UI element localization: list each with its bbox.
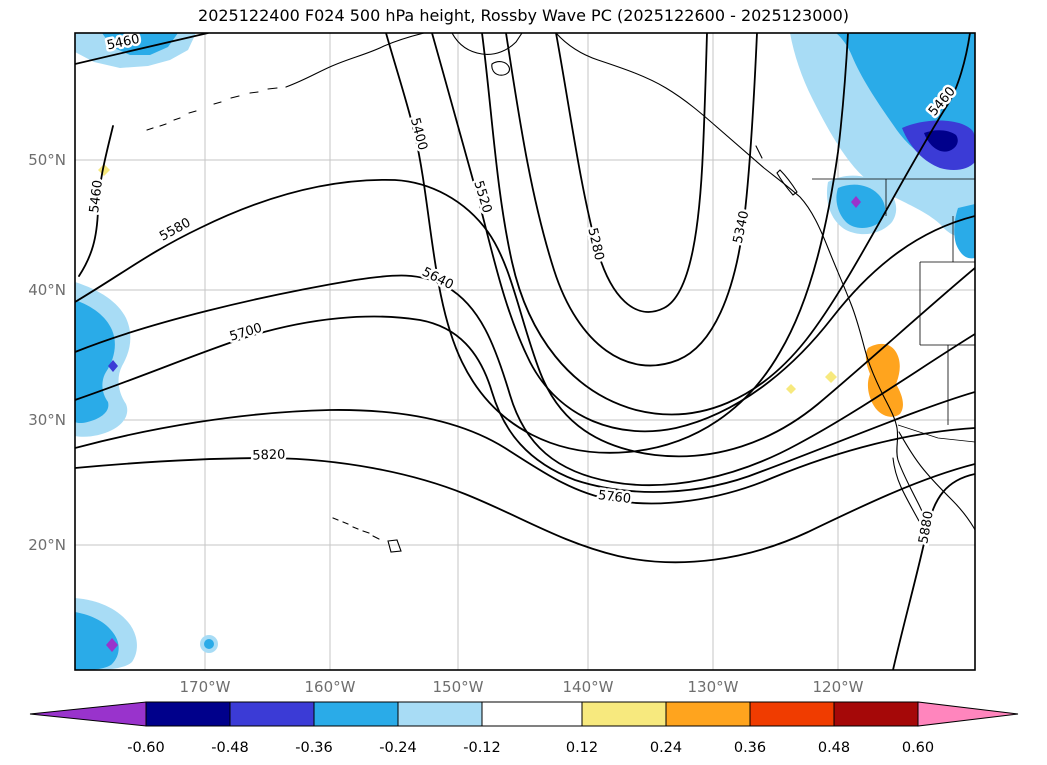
contour-line [75, 178, 975, 458]
colorbar-arrow-right [917, 701, 1019, 727]
lat-tick: 30°N [28, 411, 66, 429]
colorbar-segment [145, 701, 231, 727]
shade-region [98, 164, 110, 176]
contour-label: 5760 [597, 488, 632, 507]
lon-tick: 130°W [688, 678, 739, 696]
colorbar-tick-label: -0.60 [127, 740, 165, 756]
colorbar-tick-label: -0.12 [463, 740, 501, 756]
contour-label: 5880 [916, 510, 937, 545]
contour-line [555, 33, 708, 313]
colorbar-segment [481, 701, 583, 727]
shade-region [108, 360, 118, 372]
aleutian-islands [146, 87, 278, 131]
contour-label: 5340 [731, 210, 753, 245]
hawaiian-islands [332, 517, 402, 553]
lon-tick: 170°W [180, 678, 231, 696]
colorbar-tick-label: 0.60 [902, 740, 934, 756]
contour-line [505, 33, 758, 367]
lat-tick: 50°N [28, 151, 66, 169]
lon-tick-labels: 170°W 160°W 150°W 140°W 130°W 120°W [180, 678, 864, 696]
colorbar: -0.60 -0.48 -0.36 -0.24 -0.12 0.12 0.24 0.36 0.4… [29, 701, 1019, 756]
colorbar-segment [581, 701, 667, 727]
shade-region [851, 196, 861, 208]
shade-region [102, 33, 178, 55]
colorbar-tick-label: 0.48 [818, 740, 850, 756]
shade-region [75, 300, 115, 424]
contour-label: 5460 [87, 179, 106, 214]
contour-label: 5640 [419, 265, 455, 293]
lon-tick: 150°W [433, 678, 484, 696]
gulf-of-california-coast [898, 431, 975, 531]
lat-tick-labels: 50°N 40°N 30°N 20°N [28, 151, 66, 554]
colorbar-segment [229, 701, 315, 727]
shade-region [825, 371, 837, 383]
colorbar-segment [313, 701, 399, 727]
colorbar-segment [749, 701, 835, 727]
shade-region [75, 612, 119, 670]
chart-title: 2025122400 F024 500 hPa height, Rossby W… [198, 6, 849, 25]
contour-line [75, 409, 975, 505]
haida-gwaii [755, 145, 763, 159]
shade-region [865, 343, 903, 417]
contour-line [892, 473, 975, 670]
vancouver-island [776, 169, 798, 196]
lon-tick: 140°W [563, 678, 614, 696]
lat-tick: 40°N [28, 281, 66, 299]
colorbar-segment [665, 701, 751, 727]
contour-line [431, 33, 975, 433]
kodiak-island [491, 61, 510, 76]
colorbar-tick-label: 0.24 [650, 740, 682, 756]
colorbar-arrow-left [29, 701, 147, 727]
contour-line [75, 315, 975, 493]
contour-line [385, 33, 849, 454]
contour-line [481, 33, 971, 416]
border-lines [812, 178, 975, 443]
colorbar-tick-label: -0.48 [211, 740, 249, 756]
shade-region [836, 184, 886, 228]
contour-line [78, 125, 114, 277]
shade-region [924, 130, 958, 152]
coastlines [146, 33, 975, 553]
colorbar-segment [833, 701, 919, 727]
colorbar-tick-label: 0.12 [566, 740, 598, 756]
contour-label: 5520 [470, 179, 494, 215]
shade-region [954, 204, 975, 259]
contour-label: 5400 [407, 116, 430, 152]
contour-line [75, 457, 975, 564]
state-borders [812, 178, 975, 443]
alaska-coast [451, 33, 523, 55]
contour-line [75, 274, 975, 487]
shade-region [106, 638, 118, 652]
contour-line [75, 33, 209, 65]
lon-tick: 120°W [813, 678, 864, 696]
west-coast [555, 33, 926, 522]
colorbar-tick-label: -0.36 [295, 740, 333, 756]
contour-label: 5820 [252, 447, 286, 463]
shade-region [786, 384, 796, 394]
shade-region [204, 639, 214, 649]
map-frame [74, 32, 976, 671]
contour-lines [75, 33, 975, 670]
alaska-coast [285, 33, 425, 88]
colorbar-tick-label: -0.24 [379, 740, 417, 756]
lat-tick: 20°N [28, 536, 66, 554]
lon-tick: 160°W [305, 678, 356, 696]
colorbar-tick-label: 0.36 [734, 740, 766, 756]
contour-label: 5700 [228, 321, 264, 345]
colorbar-segment [397, 701, 483, 727]
